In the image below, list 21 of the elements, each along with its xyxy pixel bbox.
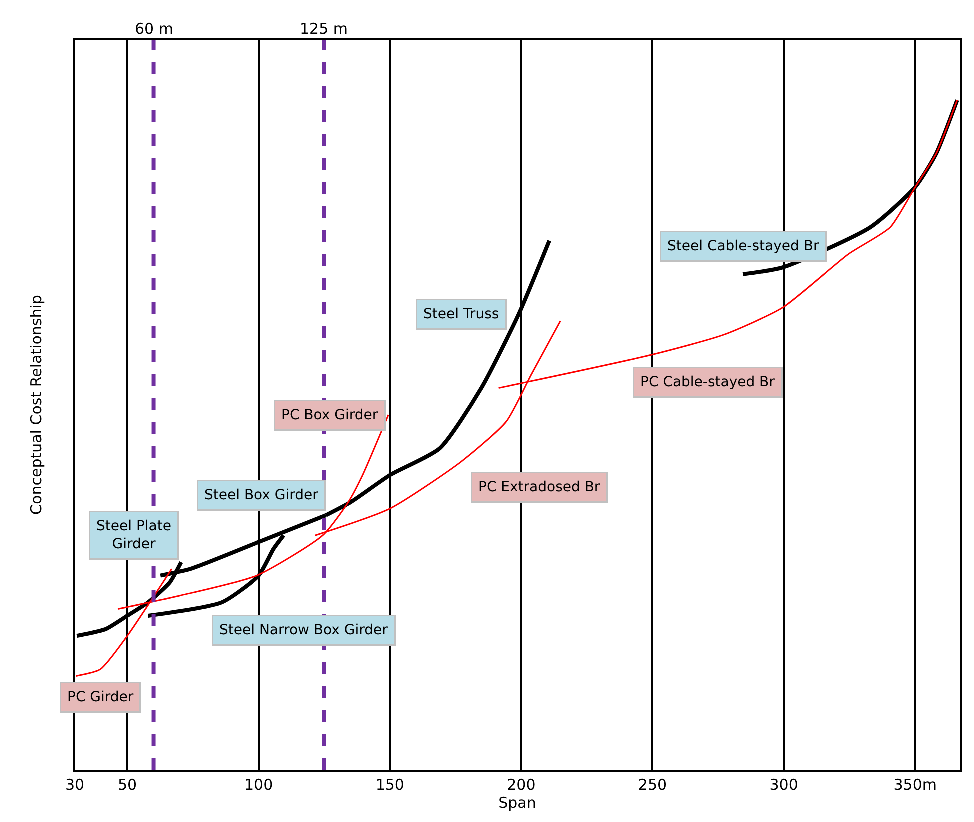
y-axis-title: Conceptual Cost Relationship: [28, 295, 46, 515]
x-tick-label: 30: [65, 776, 85, 794]
series-label: Steel Cable-stayed Br: [668, 238, 820, 254]
x-axis-title: Span: [498, 794, 536, 812]
ref-line-label: 125 m: [300, 20, 348, 38]
x-tick-label: 250: [638, 776, 668, 794]
series-label: PC Cable-stayed Br: [640, 374, 776, 390]
x-tick-label: 50: [118, 776, 138, 794]
ref-line-label: 60 m: [135, 20, 174, 38]
series-label: Steel Narrow Box Girder: [220, 622, 388, 638]
series-label: PC Girder: [68, 690, 134, 706]
x-tick-label: 300: [770, 776, 798, 794]
series-label: Steel Truss: [424, 306, 500, 322]
x-tick-label: 200: [507, 776, 536, 794]
series-label: PC Box Girder: [282, 408, 378, 424]
x-tick-label: 350m: [894, 776, 937, 794]
x-tick-label: 100: [244, 776, 274, 794]
series-label: PC Extradosed Br: [478, 480, 600, 496]
series-label: Steel Box Girder: [204, 488, 319, 504]
series-label: Steel Plate Girder: [96, 518, 172, 553]
x-tick-label: 150: [376, 776, 404, 794]
